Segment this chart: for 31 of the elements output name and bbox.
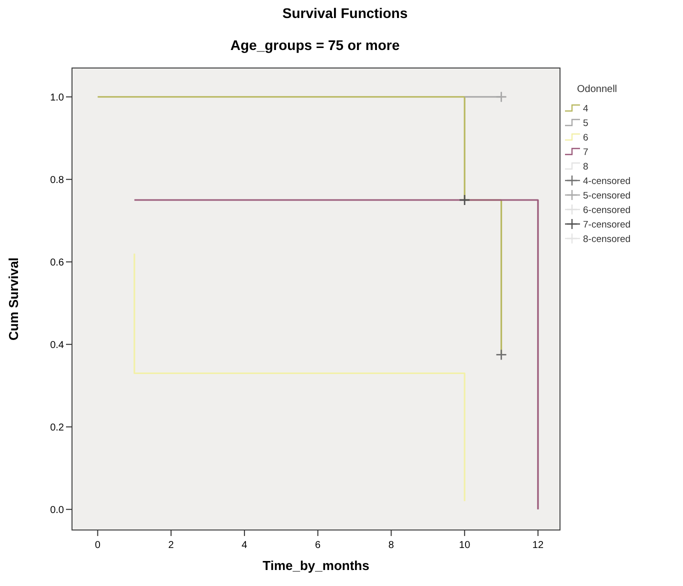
legend-title: Odonnell [577,84,618,95]
x-tick-label: 12 [532,540,544,551]
x-axis-title: Time_by_months [262,558,370,573]
point [496,91,507,103]
x-tick-label: 10 [459,540,471,551]
point [458,194,470,206]
x-tick-label: 8 [388,540,394,551]
y-tick-label: 0.8 [50,174,64,186]
legend-label: 4 [583,104,588,114]
legend-label: 6 [583,132,588,144]
y-tick-label: 0.2 [50,422,64,434]
point [496,348,507,360]
y-tick-label: 0.0 [50,504,64,516]
chart-subtitle: Age_groups = 75 or more [230,37,400,53]
legend-label: 7-censored [583,220,631,230]
chart-title: Survival Functions [282,5,408,21]
legend-label: 5-censored [583,190,631,202]
legend-label: 8-censored [583,234,631,245]
legend-label: 8 [583,162,588,172]
legend-label: 7 [583,147,588,158]
y-axis-title: Cum Survival [6,257,21,341]
x-tick-label: 6 [315,540,322,551]
y-tick-label: 0.4 [50,340,64,351]
x-tick-label: 4 [242,540,248,551]
legend-label: 4-censored [583,176,631,187]
legend-label: 6-censored [583,205,631,216]
y-tick-label: 1.0 [50,92,64,104]
legend-label: 5 [583,118,588,129]
x-tick-label: 0 [94,540,101,551]
y-tick-label: 0.6 [50,257,64,268]
x-tick-label: 2 [168,540,174,551]
